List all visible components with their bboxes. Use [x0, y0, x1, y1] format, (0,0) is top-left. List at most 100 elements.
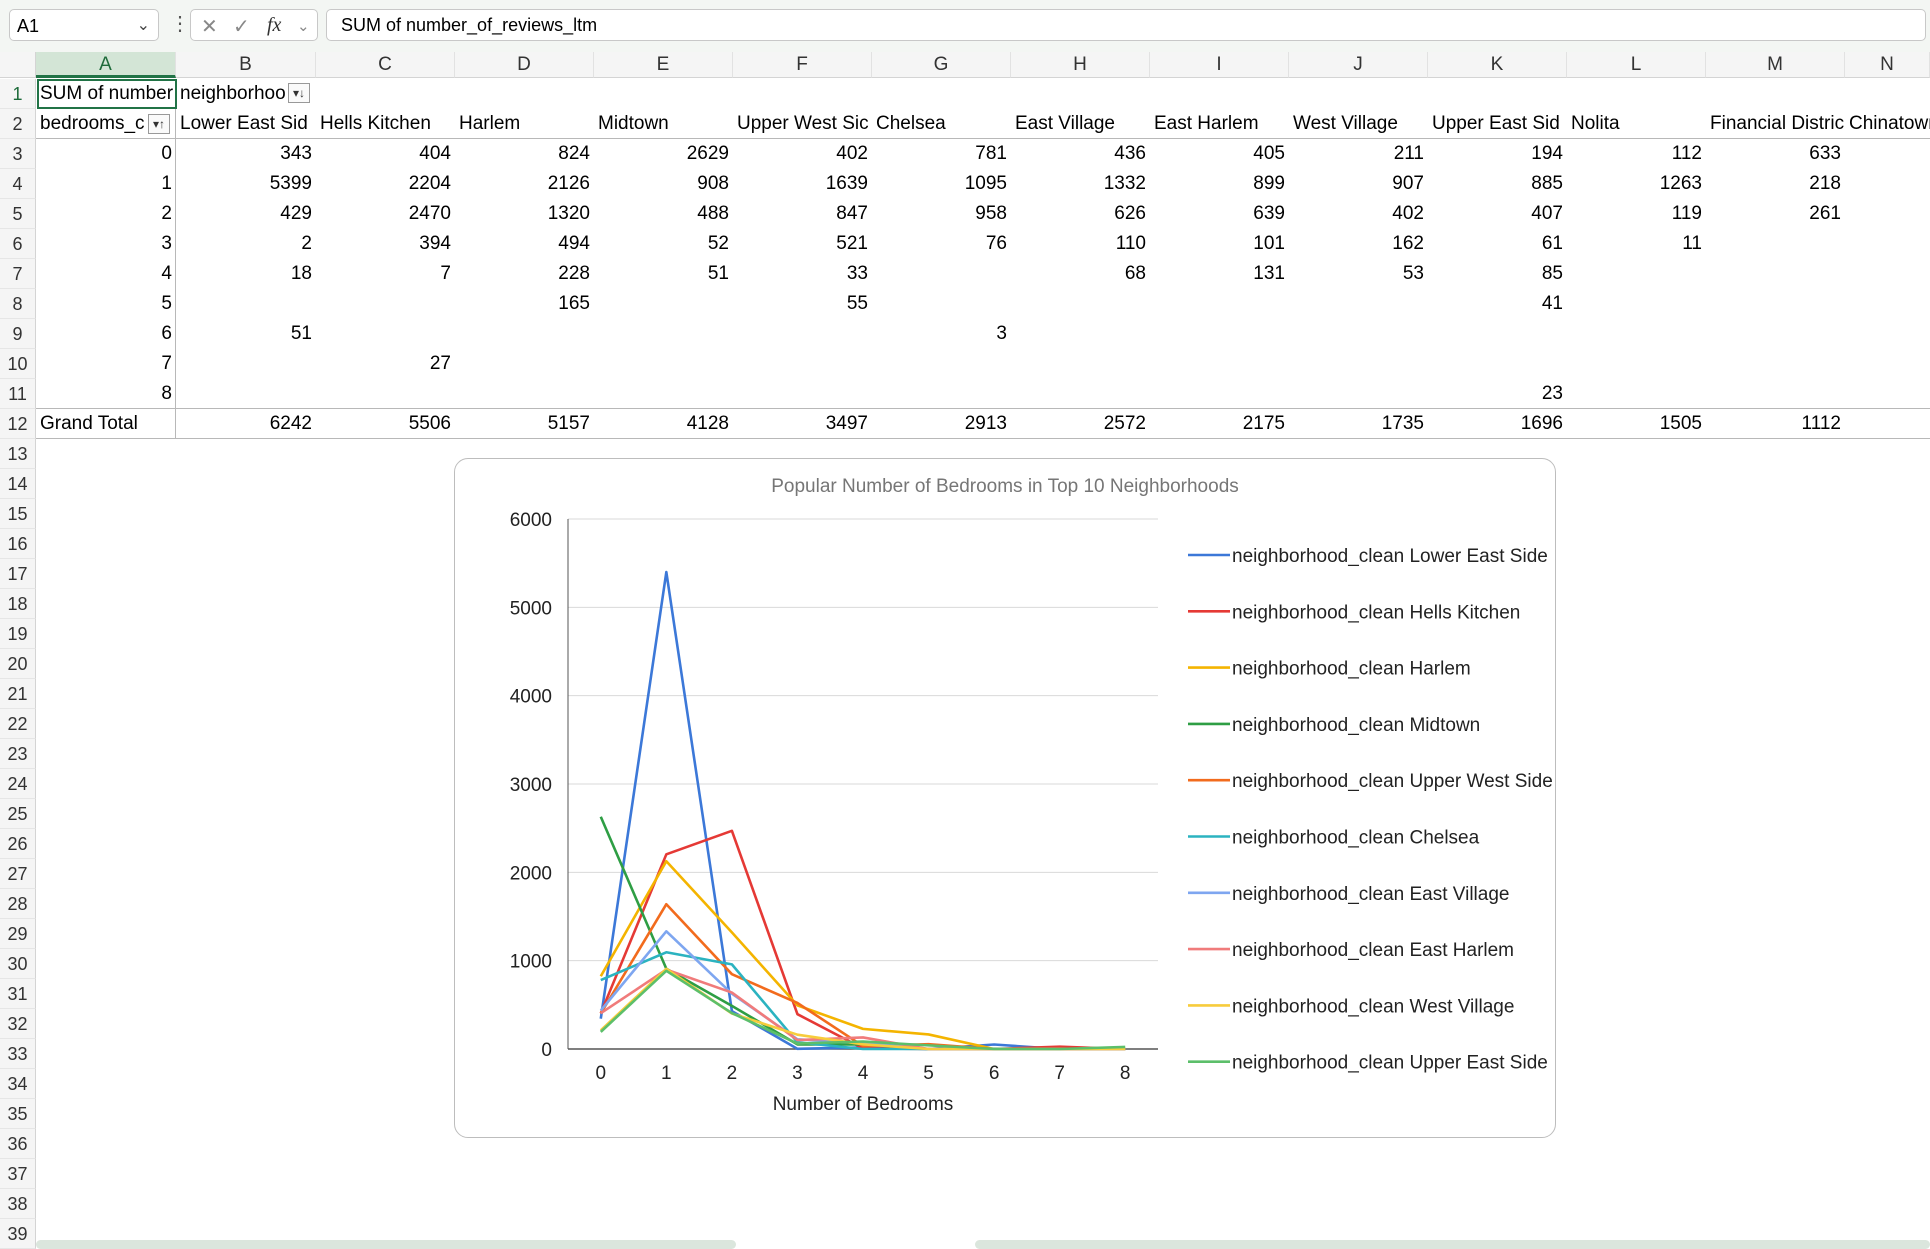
pivot-value-cell[interactable]	[1567, 379, 1706, 409]
pivot-value-cell[interactable]: 781	[975, 143, 1007, 164]
pivot-value-cell[interactable]: 228	[558, 263, 590, 284]
pivot-value-cell[interactable]	[1845, 229, 1930, 259]
grand-total-cell[interactable]: 4128	[686, 413, 729, 434]
neighborhood-header[interactable]: East Village	[1015, 113, 1115, 134]
pivot-value-cell[interactable]: 27	[429, 353, 451, 374]
pivot-value-cell[interactable]	[1011, 319, 1150, 349]
pivot-value-cell[interactable]	[594, 349, 733, 379]
row-header-10[interactable]: 10	[0, 349, 36, 379]
pivot-value-cell[interactable]: 907	[1392, 173, 1424, 194]
pivot-value-cell[interactable]	[455, 319, 594, 349]
pivot-value-cell[interactable]	[1567, 349, 1706, 379]
pivot-value-cell[interactable]	[1706, 379, 1845, 409]
pivot-value-cell[interactable]: 343	[280, 143, 312, 164]
pivot-value-cell[interactable]: 958	[975, 203, 1007, 224]
row-header-26[interactable]: 26	[0, 829, 36, 859]
bedroom-count-cell[interactable]: 5	[161, 293, 172, 314]
pivot-value-cell[interactable]	[316, 289, 455, 319]
pivot-value-cell[interactable]: 908	[697, 173, 729, 194]
pivot-value-cell[interactable]	[1706, 289, 1845, 319]
pivot-value-cell[interactable]: 110	[1115, 233, 1146, 254]
pivot-value-cell[interactable]: 52	[707, 233, 729, 254]
pivot-value-cell[interactable]: 402	[836, 143, 868, 164]
pivot-value-cell[interactable]: 61	[1541, 233, 1563, 254]
check-icon[interactable]: ✓	[233, 16, 250, 38]
pivot-value-cell[interactable]: 436	[1114, 143, 1146, 164]
column-header-d[interactable]: D	[455, 52, 594, 78]
bedroom-count-cell[interactable]: 1	[161, 173, 172, 194]
neighborhood-header[interactable]: Chelsea	[876, 113, 946, 134]
chevron-down-icon[interactable]: ⌄	[136, 17, 150, 34]
pivot-value-cell[interactable]	[733, 349, 872, 379]
pivot-value-cell[interactable]: 5399	[269, 173, 312, 194]
pivot-value-cell[interactable]: 2126	[547, 173, 590, 194]
neighborhood-header[interactable]: Financial Distric	[1710, 113, 1845, 134]
pivot-value-cell[interactable]	[316, 379, 455, 409]
pivot-value-cell[interactable]: 429	[280, 203, 312, 224]
horizontal-scrollbar-right[interactable]	[975, 1240, 1930, 1249]
select-all-corner[interactable]	[0, 52, 36, 78]
pivot-value-cell[interactable]: 211	[1393, 143, 1424, 164]
pivot-value-cell[interactable]: 404	[419, 143, 451, 164]
pivot-value-cell[interactable]	[1011, 349, 1150, 379]
pivot-value-cell[interactable]: 165	[558, 293, 590, 314]
pivot-value-cell[interactable]: 626	[1114, 203, 1146, 224]
neighborhood-header[interactable]: Hells Kitchen	[320, 113, 431, 134]
pivot-value-cell[interactable]: 824	[558, 143, 590, 164]
column-header-a[interactable]: A	[36, 52, 176, 78]
pivot-value-cell[interactable]	[872, 349, 1011, 379]
pivot-value-cell[interactable]	[872, 379, 1011, 409]
grand-total-cell[interactable]: 5506	[408, 413, 451, 434]
column-header-g[interactable]: G	[872, 52, 1011, 78]
pivot-value-cell[interactable]	[1845, 289, 1930, 319]
pivot-value-cell[interactable]	[1845, 139, 1930, 169]
pivot-value-cell[interactable]	[1428, 349, 1567, 379]
pivot-value-cell[interactable]: 899	[1253, 173, 1285, 194]
pivot-value-cell[interactable]	[1150, 319, 1289, 349]
column-header-j[interactable]: J	[1289, 52, 1428, 78]
grand-total-cell[interactable]: 2913	[964, 413, 1007, 434]
pivot-value-cell[interactable]	[1289, 349, 1428, 379]
grand-total-cell[interactable]: 1735	[1381, 413, 1424, 434]
grand-total-label[interactable]: Grand Total	[40, 413, 138, 434]
pivot-value-cell[interactable]: 488	[697, 203, 729, 224]
pivot-value-cell[interactable]: 23	[1541, 383, 1563, 404]
pivot-value-cell[interactable]: 51	[290, 323, 312, 344]
pivot-value-cell[interactable]	[1706, 229, 1845, 259]
grand-total-cell[interactable]: 2572	[1103, 413, 1146, 434]
row-header-34[interactable]: 34	[0, 1069, 36, 1099]
pivot-value-cell[interactable]	[872, 289, 1011, 319]
bedroom-count-cell[interactable]: 6	[161, 323, 172, 344]
pivot-value-cell[interactable]: 101	[1253, 233, 1285, 254]
row-header-28[interactable]: 28	[0, 889, 36, 919]
grand-total-cell[interactable]: 5157	[547, 413, 590, 434]
row-header-21[interactable]: 21	[0, 679, 36, 709]
bedroom-count-cell[interactable]: 4	[161, 263, 172, 284]
pivot-value-cell[interactable]	[1845, 379, 1930, 409]
column-header-f[interactable]: F	[733, 52, 872, 78]
pivot-value-cell[interactable]	[455, 379, 594, 409]
fx-icon[interactable]: fx	[267, 14, 282, 36]
pivot-value-cell[interactable]: 85	[1541, 263, 1563, 284]
pivot-value-cell[interactable]: 521	[836, 233, 868, 254]
neighborhood-header[interactable]: Midtown	[598, 113, 669, 134]
column-header-h[interactable]: H	[1011, 52, 1150, 78]
pivot-value-cell[interactable]: 194	[1531, 143, 1563, 164]
pivot-value-cell[interactable]: 1639	[825, 173, 868, 194]
pivot-value-cell[interactable]: 3	[996, 323, 1007, 344]
pivot-value-cell[interactable]	[176, 349, 316, 379]
pivot-value-cell[interactable]: 51	[707, 263, 729, 284]
pivot-value-cell[interactable]	[1845, 169, 1930, 199]
pivot-value-cell[interactable]	[1150, 349, 1289, 379]
column-header-l[interactable]: L	[1567, 52, 1706, 78]
pivot-value-cell[interactable]	[1011, 379, 1150, 409]
row-header-5[interactable]: 5	[0, 199, 36, 229]
pivot-value-cell[interactable]	[594, 289, 733, 319]
pivot-value-cell[interactable]	[594, 379, 733, 409]
pivot-value-cell[interactable]: 11	[1682, 233, 1702, 254]
pivot-value-cell[interactable]	[1567, 319, 1706, 349]
pivot-value-cell[interactable]	[1706, 259, 1845, 289]
pivot-value-cell[interactable]: 112	[1671, 143, 1702, 164]
pivot-value-cell[interactable]: 41	[1541, 293, 1563, 314]
cancel-icon[interactable]: ✕	[201, 16, 218, 38]
